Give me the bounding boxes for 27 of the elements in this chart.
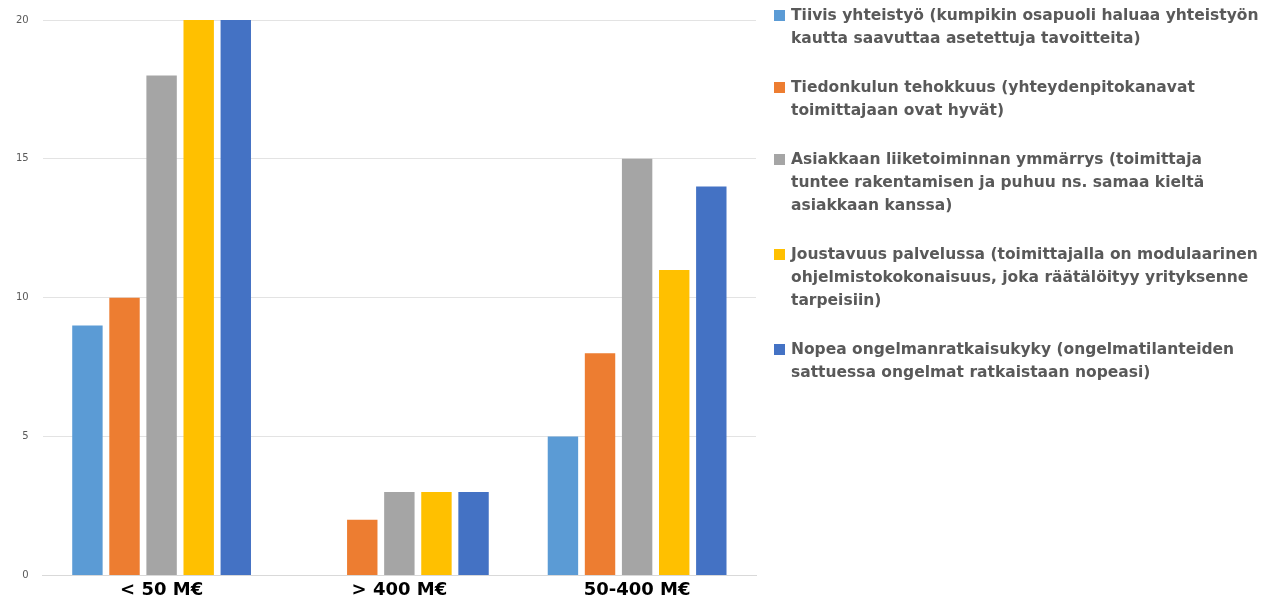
bar <box>347 519 378 575</box>
x-tick-label: < 50 M€ <box>120 577 204 599</box>
legend-label: Tiedonkulun tehokkuus (yhteydenpitokanavat toimittajaan ovat hyvät) <box>791 77 1196 121</box>
bar <box>183 20 214 575</box>
bar <box>384 492 415 575</box>
bar <box>584 353 616 575</box>
y-tick-label: 15 <box>15 152 29 164</box>
bar <box>621 158 653 575</box>
bar <box>458 492 489 575</box>
legend-label: Joustavuus palvelussa (toimittajalla on modulaarinen ohjelmistokokonaisuus, joka räätälöityy yrityksenne tarpeisiin) <box>791 244 1259 311</box>
bar <box>547 436 579 575</box>
legend-label: Tiivis yhteistyö (kumpikin osapuoli haluaa yhteistyön kautta saavuttaa asetettuja tavoitteita) <box>791 5 1260 49</box>
legend-label: Asiakkaan liiketoiminnan ymmärrys (toimittaja tuntee rakentamisen ja puhuu ns. samaa kieltä asiakkaan kanssa) <box>791 149 1206 216</box>
bar <box>659 269 690 575</box>
bar <box>72 325 103 575</box>
legend-label: Nopea ongelmanratkaisukyky (ongelmatilanteiden sattuessa ongelmat ratkaistaan nopeasi) <box>791 339 1236 383</box>
x-tick-label: 50-400 M€ <box>583 577 691 599</box>
y-tick-label: 0 <box>22 568 29 580</box>
bar <box>109 297 140 575</box>
bar <box>220 20 251 575</box>
bar <box>146 75 177 575</box>
bar <box>421 492 452 575</box>
bar <box>696 186 727 575</box>
y-tick-label: 20 <box>15 13 29 25</box>
y-tick-label: 10 <box>15 291 29 303</box>
x-tick-label: > 400 M€ <box>351 577 448 599</box>
y-tick-label: 5 <box>22 430 29 442</box>
